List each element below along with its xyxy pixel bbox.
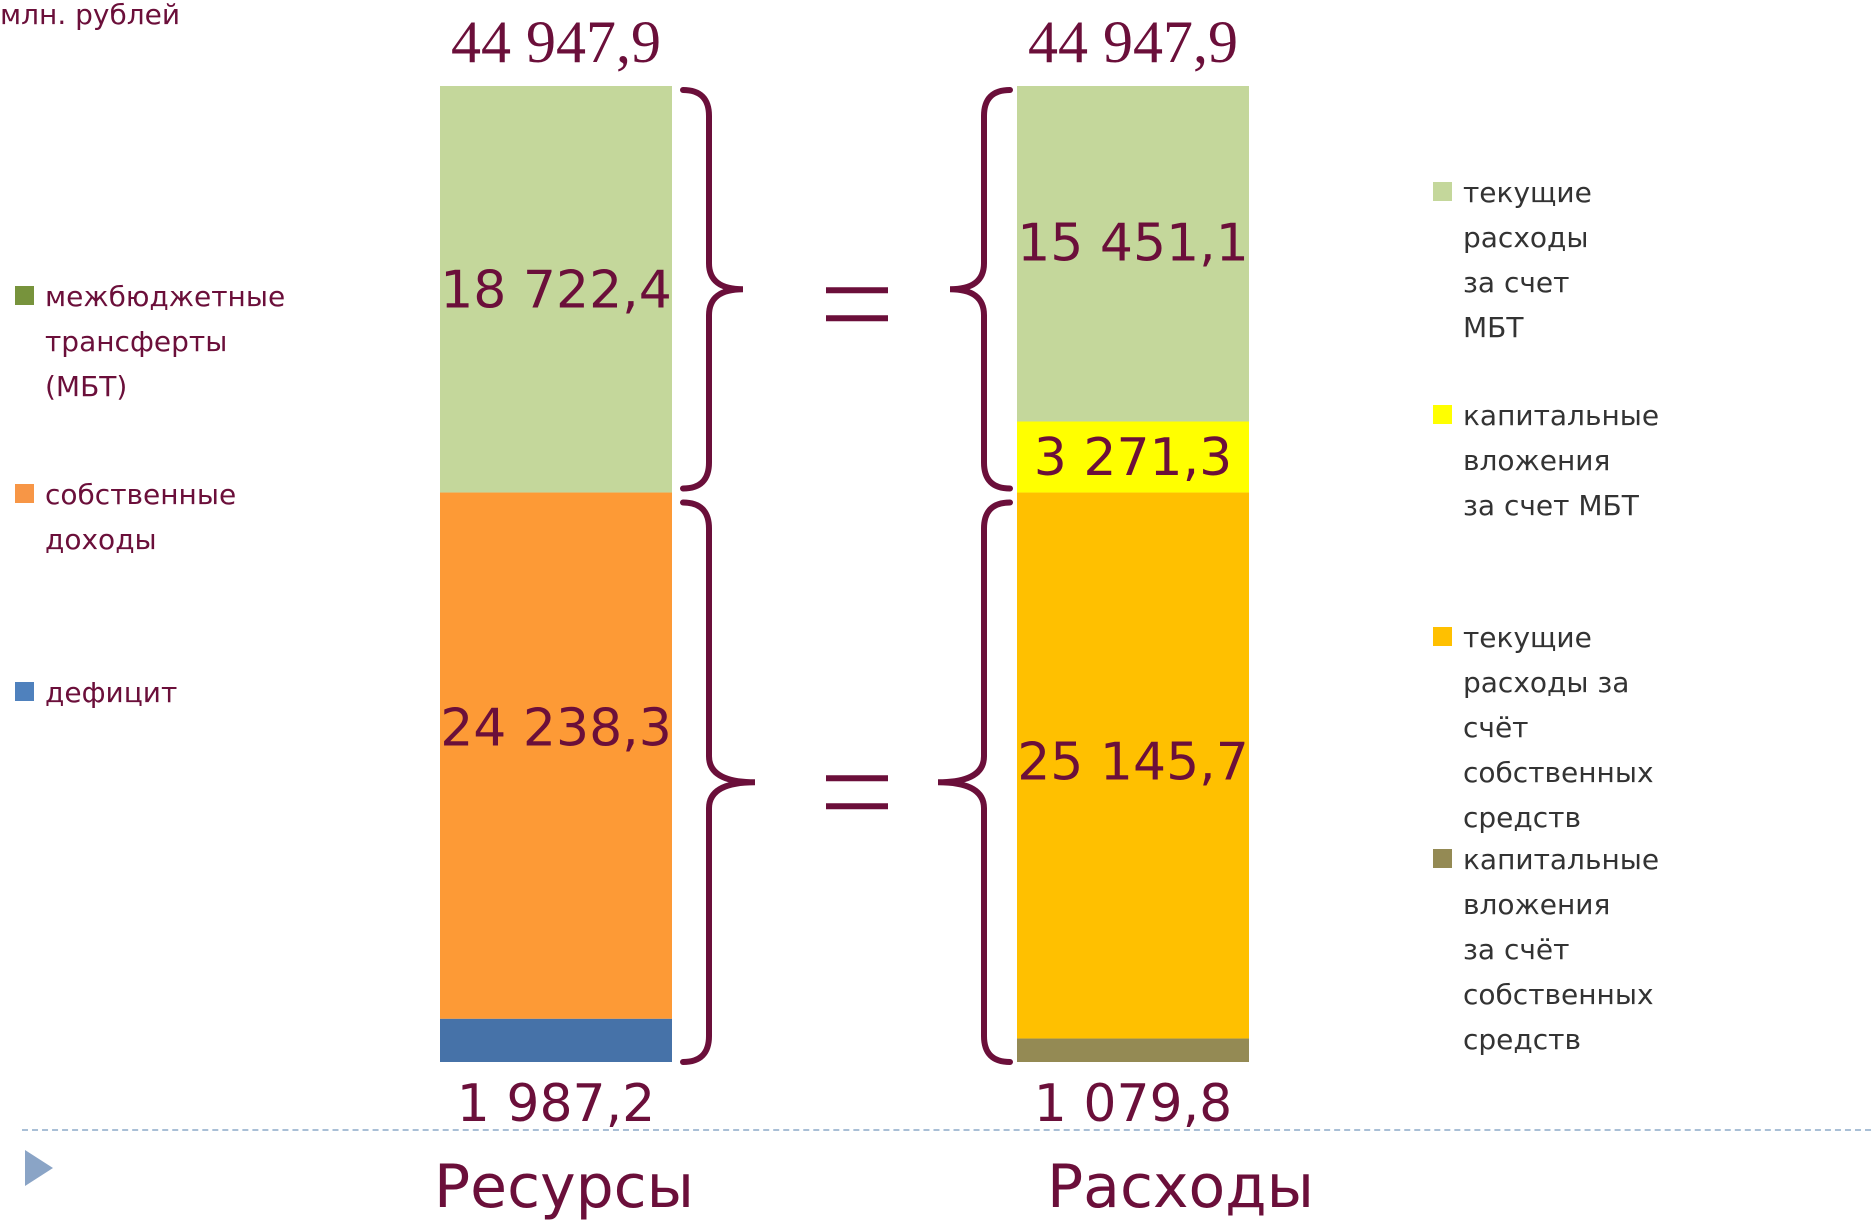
bar-segment	[1017, 492, 1249, 1039]
legend-label-mbt: межбюджетные трансферты (МБТ)	[45, 280, 286, 403]
legend-label-current-mbt: текущие расходы за счет МБТ	[1463, 176, 1592, 344]
bar-total-label: 44 947,9	[451, 9, 661, 75]
bar-value-label: 18 722,4	[440, 260, 672, 320]
bar-total-label: 44 947,9	[1028, 9, 1238, 75]
bar-value-label: 1 987,2	[457, 1074, 655, 1134]
legend-label-own-revenue: собственные доходы	[45, 478, 237, 556]
next-slide-arrow-icon[interactable]	[25, 1150, 53, 1186]
bar-segment	[1017, 86, 1249, 422]
legend-label-deficit: дефицит	[45, 676, 178, 709]
bar-value-label: 24 238,3	[440, 699, 672, 759]
bar-segment	[440, 492, 672, 1019]
legend-label-capital-mbt: капитальные вложения за счет МБТ	[1463, 399, 1660, 522]
bar-segment	[1017, 1038, 1249, 1062]
legend-swatch-mbt	[15, 286, 34, 305]
legend-swatch-current-mbt	[1433, 182, 1452, 201]
bar-value-label: 15 451,1	[1017, 214, 1249, 274]
brace-resources-mbt	[680, 87, 744, 492]
legend-swatch-deficit	[15, 682, 34, 701]
legend-swatch-current-own	[1433, 627, 1452, 646]
bar-segment	[440, 86, 672, 493]
bar-value-label: 1 079,8	[1034, 1074, 1232, 1134]
bar-value-label: 25 145,7	[1017, 733, 1249, 793]
unit-label: млн. рублей	[0, 0, 181, 31]
brace-expenses-mbt	[949, 87, 1013, 492]
bar-value-label: 3 271,3	[1034, 428, 1232, 488]
category-label-resources: Ресурсы	[434, 1152, 695, 1222]
legend-swatch-own-revenue	[15, 484, 34, 503]
brace-resources-own	[680, 499, 756, 1065]
legend-label-current-own: текущие расходы за счёт собственных сред…	[1463, 621, 1654, 834]
dashed-divider	[22, 1129, 1871, 1131]
legend-swatch-capital-mbt	[1433, 405, 1452, 424]
brace-expenses-own	[937, 499, 1013, 1065]
category-label-expenses: Расходы	[1047, 1152, 1315, 1222]
bar-segment	[440, 1018, 672, 1062]
bar-segment	[1017, 421, 1249, 493]
legend-label-capital-own: капитальные вложения за счёт собственных…	[1463, 843, 1660, 1056]
legend-swatch-capital-own	[1433, 849, 1452, 868]
